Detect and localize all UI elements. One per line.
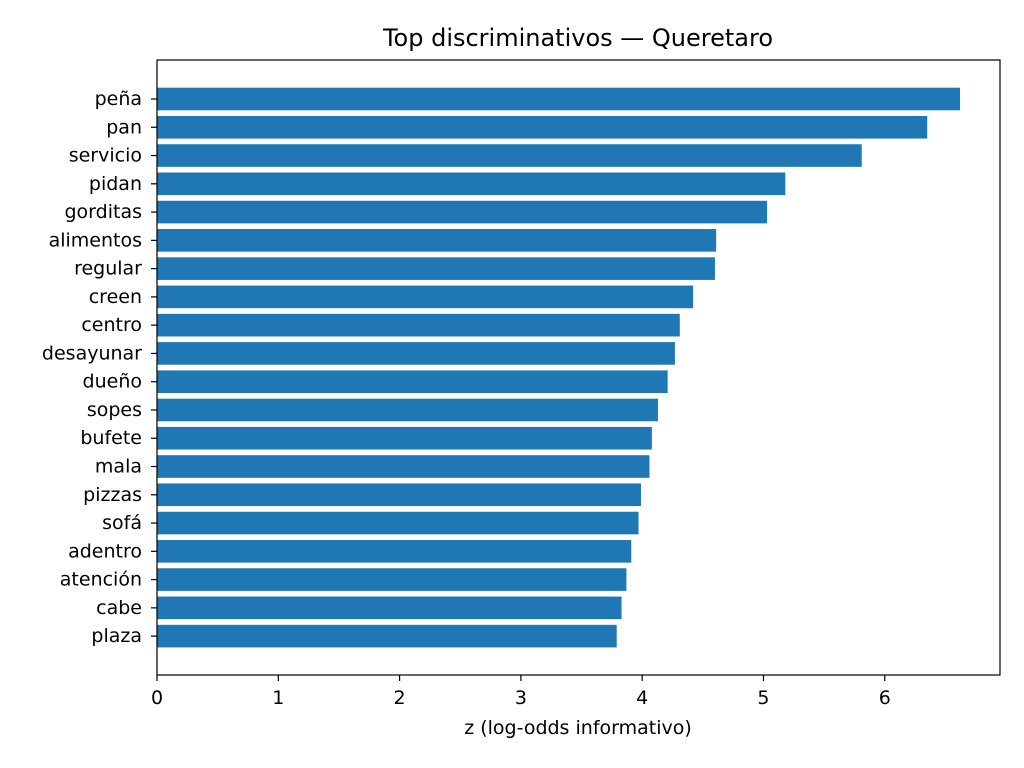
plot-frame xyxy=(156,59,1001,676)
y-tick-label: gorditas xyxy=(65,201,143,223)
bar-5 xyxy=(157,229,717,252)
y-tick-label: adentro xyxy=(68,540,142,562)
chart-title: Top discriminativos — Queretaro xyxy=(382,24,773,52)
bar-9 xyxy=(157,342,675,365)
y-tick-label: pizzas xyxy=(83,484,142,506)
y-tick-label: centro xyxy=(81,314,142,336)
y-axis-ticks: peña pan servicio pidan gorditas alimentos reg… xyxy=(42,88,157,647)
bar-2 xyxy=(157,144,862,167)
bar-6 xyxy=(157,257,715,280)
x-tick-label: 5 xyxy=(757,687,769,709)
y-tick-label: sofá xyxy=(102,512,142,534)
y-tick-label: cabe xyxy=(96,597,142,619)
y-tick-label: desayunar xyxy=(42,342,142,364)
x-tick-label: 4 xyxy=(636,687,648,709)
bar-18 xyxy=(157,596,622,620)
y-tick-label: creen xyxy=(89,286,142,308)
bar-11 xyxy=(157,398,658,422)
y-tick-label: dueño xyxy=(83,371,142,393)
x-tick-label: 6 xyxy=(879,687,891,709)
y-tick-label: bufete xyxy=(80,427,142,449)
bar-0 xyxy=(157,87,960,111)
bar-14 xyxy=(157,483,641,507)
y-tick-label: pan xyxy=(106,116,142,138)
bar-8 xyxy=(157,313,680,337)
y-tick-label: atención xyxy=(60,569,142,591)
bar-1 xyxy=(157,115,928,139)
y-tick-label: alimentos xyxy=(49,229,142,251)
y-tick-label: plaza xyxy=(91,625,142,647)
bar-15 xyxy=(157,511,639,535)
x-axis-label: z (log-odds informativo) xyxy=(464,717,692,739)
bar-4 xyxy=(157,200,768,224)
bar-16 xyxy=(157,540,632,563)
bars-group xyxy=(157,87,960,648)
x-tick-label: 3 xyxy=(515,687,527,709)
bar-12 xyxy=(157,426,652,450)
y-tick-label: servicio xyxy=(69,145,142,167)
bar-10 xyxy=(157,370,668,393)
y-tick-label: mala xyxy=(95,456,142,478)
x-tick-label: 1 xyxy=(272,687,284,709)
x-tick-label: 0 xyxy=(151,687,163,709)
y-tick-label: pidan xyxy=(89,173,142,195)
bar-17 xyxy=(157,568,627,591)
bar-13 xyxy=(157,455,650,478)
x-tick-label: 2 xyxy=(394,687,406,709)
bar-19 xyxy=(157,624,617,648)
y-tick-label: regular xyxy=(74,258,142,280)
y-tick-label: peña xyxy=(95,88,142,110)
x-axis-ticks: 0 1 2 3 4 5 6 xyxy=(151,675,891,709)
y-tick-label: sopes xyxy=(87,399,142,421)
bar-7 xyxy=(157,285,694,309)
bar-3 xyxy=(157,172,786,196)
